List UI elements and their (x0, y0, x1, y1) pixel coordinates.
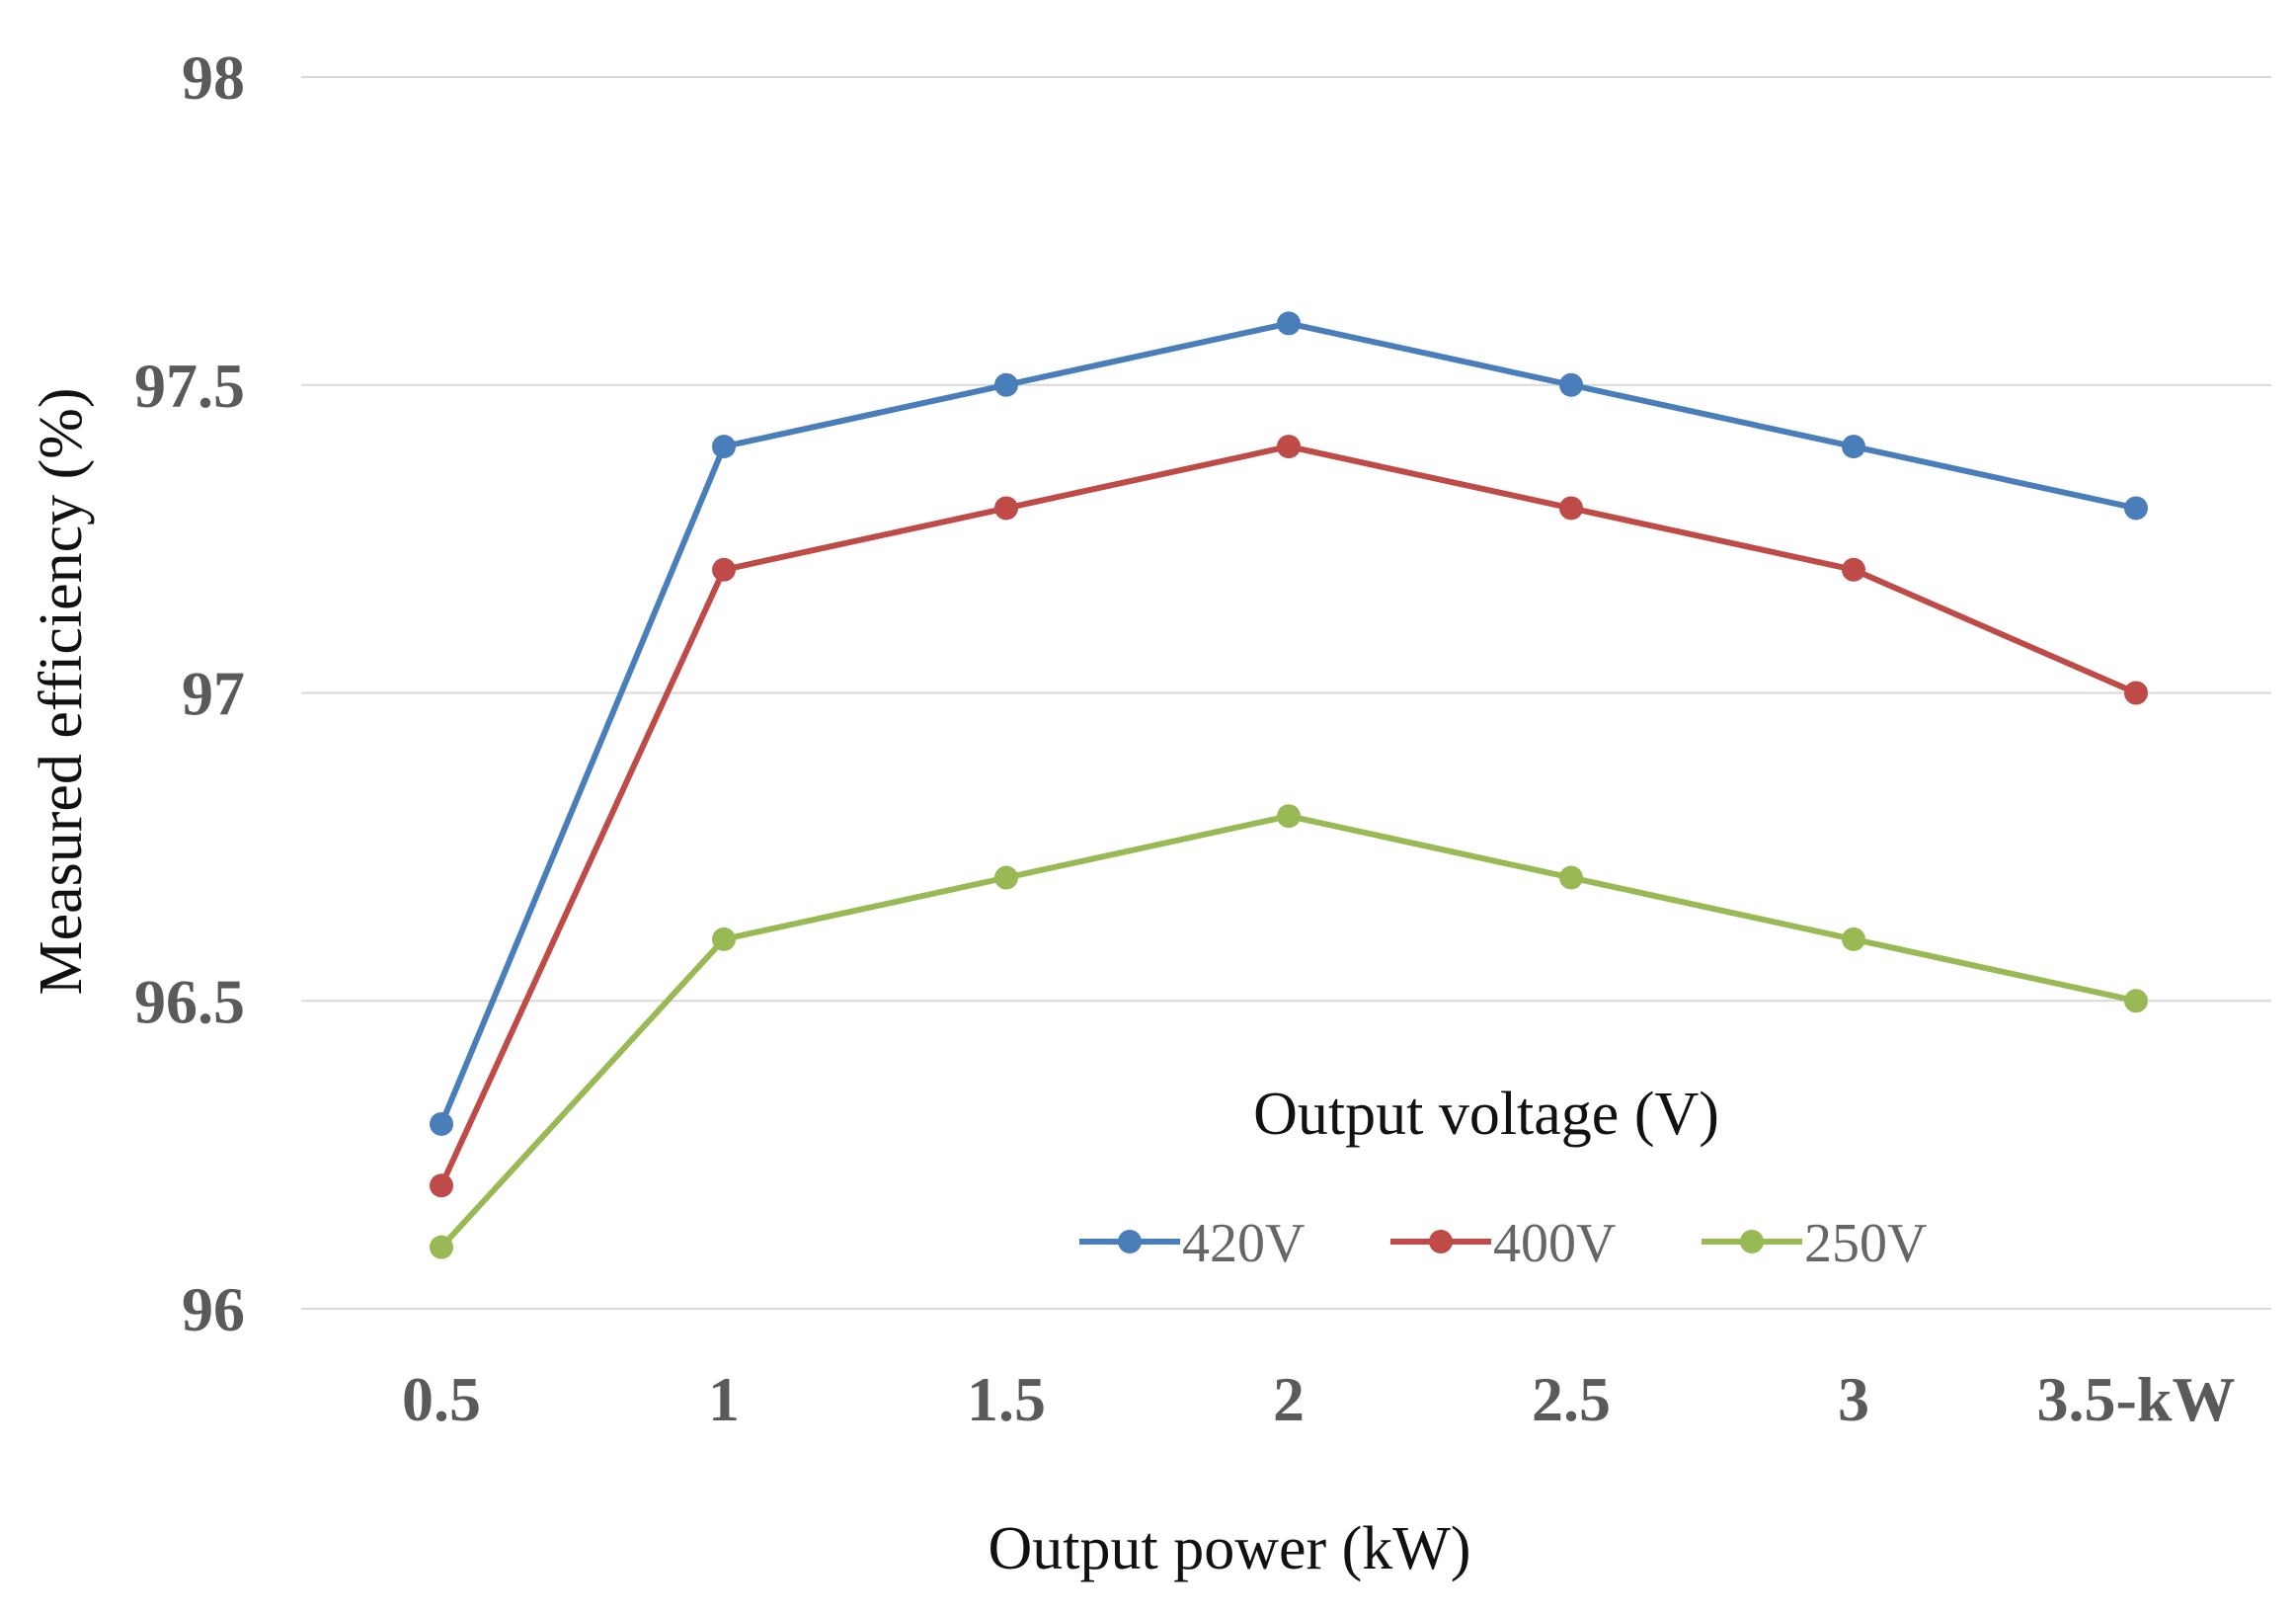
data-point (430, 1235, 453, 1259)
x-axis-title: Output power (kW) (989, 1515, 1471, 1582)
data-point (1559, 372, 1583, 397)
data-point (712, 557, 736, 582)
data-point (1842, 557, 1865, 582)
x-axis-ticks: 0.5 1 1.5 2 2.5 3 3.5-kW (402, 1364, 2235, 1434)
data-point (712, 435, 736, 459)
legend-items: 420V 400V 250V (1079, 1213, 1927, 1274)
series-250V (430, 804, 2148, 1259)
gridlines (301, 76, 2271, 1310)
y-axis-ticks: 96 96.5 97 97.5 98 (134, 42, 245, 1344)
y-tick-label: 97.5 (134, 351, 245, 421)
series-line (438, 813, 2139, 1250)
data-point (994, 372, 1018, 397)
x-tick-label: 3.5-kW (2037, 1364, 2236, 1434)
data-point (712, 927, 736, 951)
data-point (1559, 865, 1583, 890)
y-tick-label: 96 (182, 1274, 245, 1344)
x-tick-label: 1.5 (967, 1364, 1046, 1434)
x-tick-label: 3 (1838, 1364, 1869, 1434)
legend-swatch-marker (1740, 1230, 1764, 1253)
data-point (2124, 681, 2148, 705)
data-point (2124, 989, 2148, 1013)
legend-label: 420V (1182, 1213, 1305, 1274)
legend-item: 400V (1390, 1213, 1616, 1274)
data-point (430, 1111, 453, 1136)
series-group (430, 311, 2148, 1259)
data-point (1559, 496, 1583, 521)
legend-label: 400V (1493, 1213, 1616, 1274)
legend-title: Output voltage (V) (1253, 1081, 1719, 1148)
series-420V (430, 311, 2148, 1136)
series-400V (430, 435, 2148, 1198)
data-point (994, 496, 1018, 521)
x-tick-label: 2.5 (1532, 1364, 1611, 1434)
data-point (994, 865, 1018, 890)
y-tick-label: 98 (182, 42, 245, 113)
data-point (1277, 804, 1301, 829)
y-tick-label: 96.5 (134, 966, 245, 1036)
legend-item: 250V (1702, 1213, 1927, 1274)
x-tick-label: 2 (1273, 1364, 1305, 1434)
x-tick-label: 0.5 (402, 1364, 481, 1434)
y-tick-label: 97 (182, 659, 245, 729)
legend-swatch-marker (1429, 1230, 1453, 1253)
legend-label: 250V (1804, 1213, 1927, 1274)
data-point (2124, 496, 2148, 521)
legend-swatch-marker (1118, 1230, 1142, 1253)
legend: Output voltage (V) 420V 400V 250V (1079, 1081, 1927, 1274)
data-point (1842, 927, 1865, 951)
y-axis-title: Measured efficiency (%) (28, 387, 95, 995)
legend-item: 420V (1079, 1213, 1305, 1274)
data-point (430, 1173, 453, 1198)
data-point (1842, 435, 1865, 459)
x-tick-label: 1 (708, 1364, 740, 1434)
data-point (1277, 435, 1301, 459)
data-point (1277, 311, 1301, 336)
